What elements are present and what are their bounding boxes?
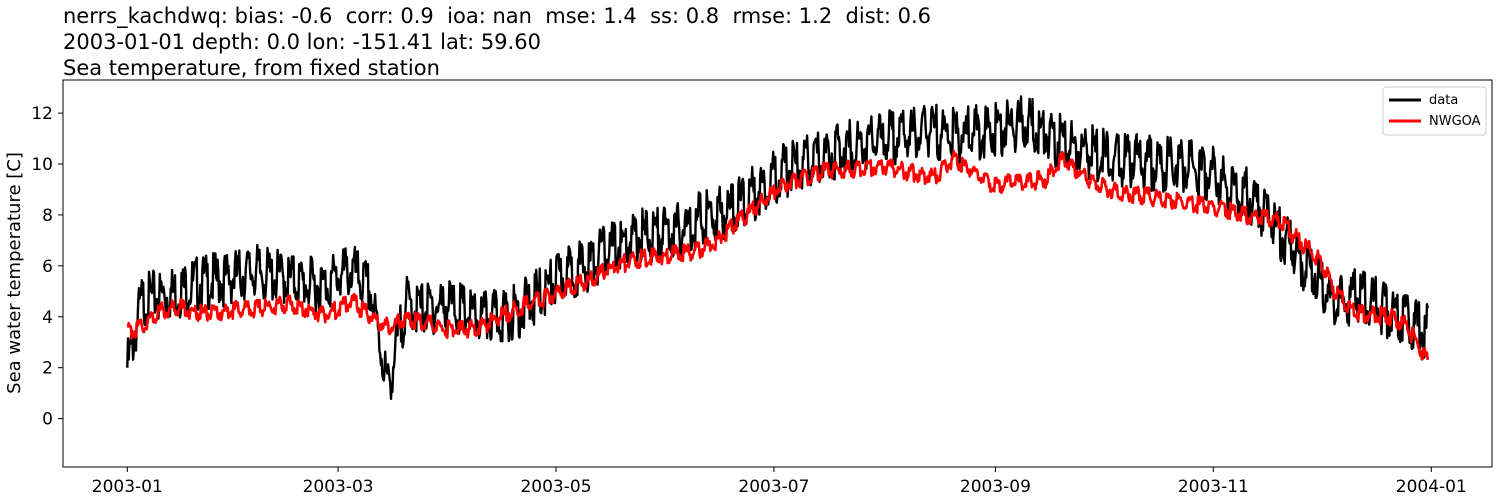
x-tick-label: 2003-07 <box>738 477 809 497</box>
y-tick-label: 6 <box>42 257 53 277</box>
legend-label-nwgoa: NWGOA <box>1429 114 1481 129</box>
chart-title: Sea temperature, from fixed station <box>63 56 440 80</box>
plot-frame <box>62 79 1493 468</box>
x-tick-label: 2003-03 <box>303 477 374 497</box>
series-line-data <box>126 95 1429 400</box>
x-tick-label: 2003-05 <box>520 477 591 497</box>
x-tick-label: 2003-01 <box>92 477 163 497</box>
legend: data NWGOA <box>1382 86 1487 136</box>
y-tick-label: 12 <box>31 104 53 124</box>
series-line-nwgoa <box>126 149 1429 361</box>
legend-label-data: data <box>1429 93 1458 108</box>
x-tick-label: 2003-09 <box>960 477 1031 497</box>
x-tick-label: 2004-01 <box>1396 477 1467 497</box>
y-tick-label: 2 <box>42 359 53 379</box>
chart-header-location: 2003-01-01 depth: 0.0 lon: -151.41 lat: … <box>63 30 541 54</box>
y-tick-label: 10 <box>31 155 53 175</box>
x-tick-label: 2003-11 <box>1178 477 1249 497</box>
y-tick-label: 8 <box>42 206 53 226</box>
y-axis-label: Sea water temperature [C] <box>4 152 25 394</box>
y-tick-label: 4 <box>42 308 53 328</box>
chart-header-stats: nerrs_kachdwq: bias: -0.6 corr: 0.9 ioa:… <box>63 4 932 28</box>
y-tick-label: 0 <box>42 410 53 430</box>
